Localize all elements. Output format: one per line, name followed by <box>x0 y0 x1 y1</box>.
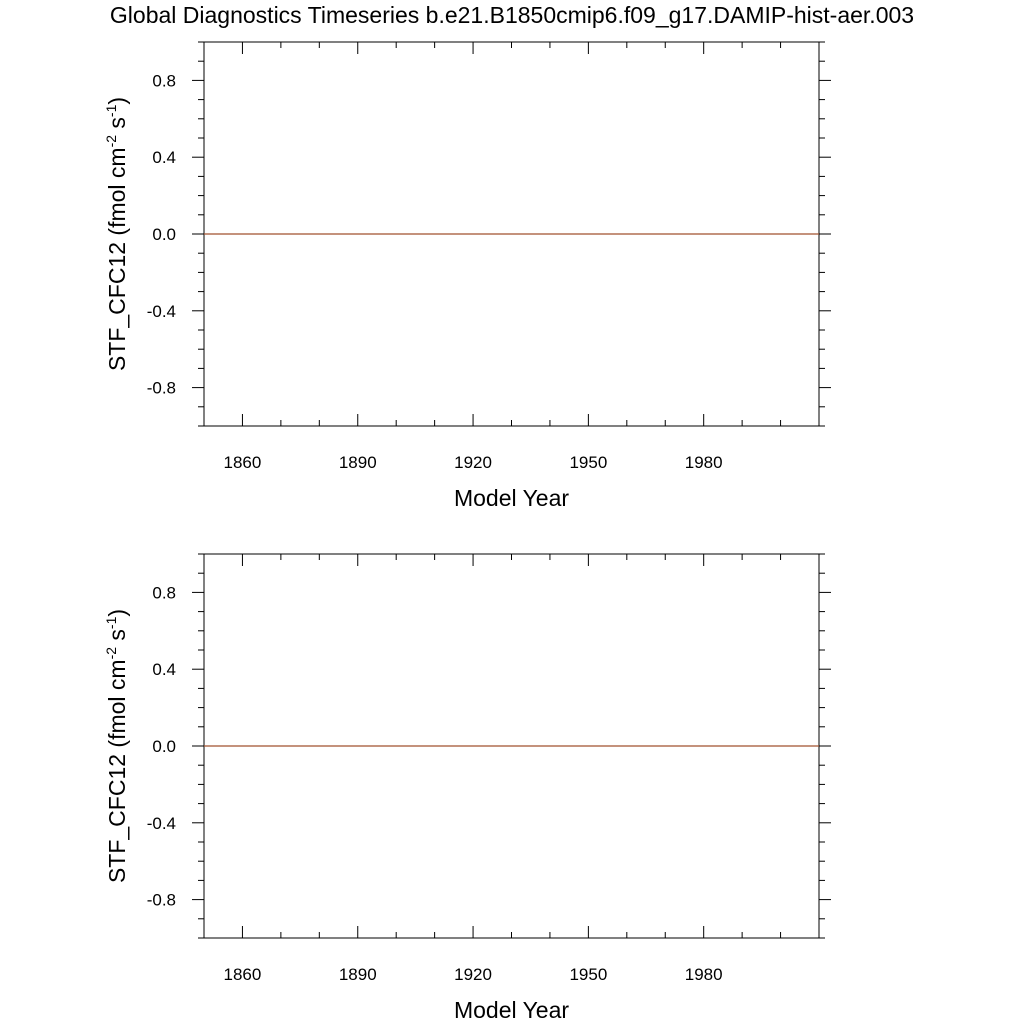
chart-0-x-tick-label: 1980 <box>685 453 723 472</box>
chart-0-tick-marks <box>192 41 831 427</box>
chart-0-x-tick-label: 1920 <box>454 453 492 472</box>
chart-0-y-tick-label: 0.0 <box>152 225 176 244</box>
chart-0-y-tick-label: -0.4 <box>147 302 176 321</box>
chart-1-y-tick-label: 0.4 <box>152 660 176 679</box>
chart-1-x-tick-label: 1950 <box>569 965 607 984</box>
chart-0-y-axis-title: STF_CFC12 (fmol cm-2 s-1) <box>103 97 130 371</box>
chart-0-x-tick-label: 1890 <box>339 453 377 472</box>
chart-1-x-axis-title: Model Year <box>454 997 569 1023</box>
chart-0-x-axis-title: Model Year <box>454 485 569 511</box>
chart-1-x-tick-label: 1920 <box>454 965 492 984</box>
chart-1-y-tick-label: 0.0 <box>152 737 176 756</box>
chart-1-y-axis-title: STF_CFC12 (fmol cm-2 s-1) <box>103 609 130 883</box>
chart-1-y-tick-label: -0.4 <box>147 814 176 833</box>
chart-0-x-tick-label: 1950 <box>569 453 607 472</box>
chart-1-y-tick-label: -0.8 <box>147 891 176 910</box>
chart-0-x-tick-label: 1860 <box>224 453 262 472</box>
chart-0-y-tick-label: -0.8 <box>147 379 176 398</box>
figure-title: Global Diagnostics Timeseries b.e21.B185… <box>109 2 915 28</box>
chart-0-y-tick-label: 0.4 <box>152 148 176 167</box>
chart-1-tick-marks <box>192 553 831 939</box>
chart-1-x-tick-label: 1860 <box>224 965 262 984</box>
chart-1-y-tick-label: 0.8 <box>152 583 176 602</box>
chart-1-x-tick-label: 1980 <box>685 965 723 984</box>
chart-1-x-tick-label: 1890 <box>339 965 377 984</box>
chart-0-y-tick-label: 0.8 <box>152 71 176 90</box>
